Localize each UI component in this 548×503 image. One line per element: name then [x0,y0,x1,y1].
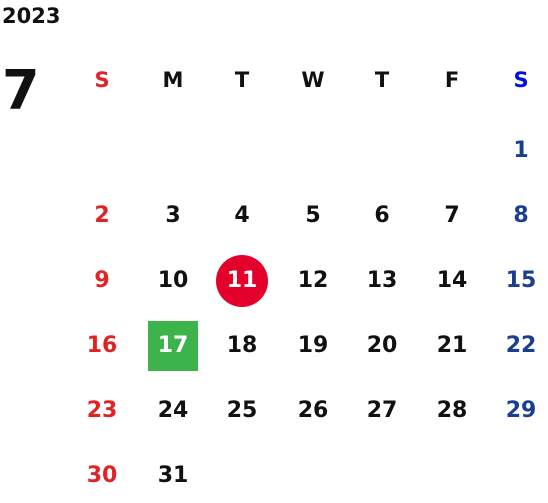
day: 17 [158,333,189,358]
day: 4 [234,203,249,228]
day: 30 [87,463,118,488]
day: 28 [437,398,468,423]
day: 6 [374,203,389,228]
day: 12 [298,268,329,293]
day: 26 [298,398,329,423]
day: 15 [506,268,537,293]
day: 23 [87,398,118,423]
day: 13 [367,268,398,293]
day: 8 [513,203,528,228]
year: 2023 [2,4,60,28]
month: 7 [2,59,40,122]
day: 18 [227,333,258,358]
weekday-label: T [375,68,390,92]
day: 3 [165,203,180,228]
today-circle [216,255,268,307]
day: 29 [506,398,537,423]
day: 1 [513,138,528,163]
weekday-label: W [301,68,324,92]
day: 22 [506,333,537,358]
day: 10 [158,268,189,293]
day: 20 [367,333,398,358]
weekday-label: M [163,68,184,92]
day: 11 [227,268,258,293]
weekday-label: F [445,68,459,92]
day: 9 [94,268,109,293]
weekday-label: S [513,68,528,92]
day: 19 [298,333,329,358]
day: 2 [94,203,109,228]
weekday-label: S [94,68,109,92]
highlight-square [148,321,198,371]
day: 27 [367,398,398,423]
day: 24 [158,398,189,423]
weekday-label: T [235,68,250,92]
day: 31 [158,463,189,488]
day: 16 [87,333,118,358]
day: 21 [437,333,468,358]
day: 25 [227,398,258,423]
day: 7 [444,203,459,228]
day: 14 [437,268,468,293]
day: 5 [305,203,320,228]
